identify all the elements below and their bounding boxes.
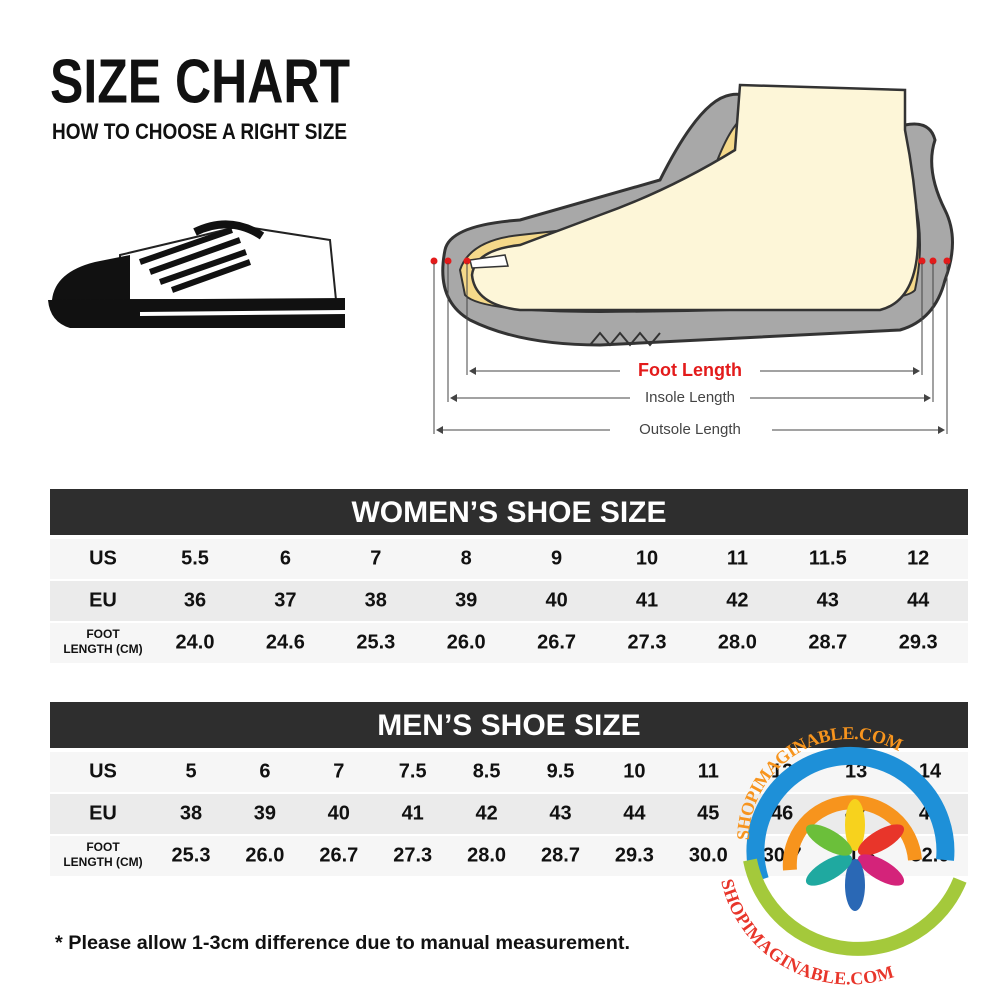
row-label: FOOT	[86, 627, 120, 641]
size-value: 9.5	[547, 760, 575, 782]
row-label: LENGTH (CM)	[63, 642, 142, 656]
size-value: 26.7	[537, 631, 576, 653]
title: SIZE CHART	[50, 47, 350, 116]
size-value: 28.7	[541, 844, 580, 866]
size-value: 45	[697, 802, 719, 824]
size-value: 13	[845, 760, 867, 782]
size-value: 26.0	[245, 844, 284, 866]
table-header-bar	[50, 489, 968, 535]
size-value: 43	[817, 589, 839, 611]
size-value: 25.3	[356, 631, 395, 653]
size-value: 38	[365, 589, 387, 611]
size-value: 38	[180, 802, 202, 824]
size-value: 29.3	[899, 631, 938, 653]
sneaker-illustration	[48, 220, 346, 328]
size-value: 28.7	[808, 631, 847, 653]
outsole-length-label: Outsole Length	[639, 421, 741, 438]
size-value: 41	[402, 802, 424, 824]
table-row	[50, 539, 968, 579]
size-value: 42	[475, 802, 497, 824]
size-value: 14	[919, 760, 942, 782]
size-value: 42	[726, 589, 748, 611]
size-value: 26.7	[319, 844, 358, 866]
size-value: 27.3	[628, 631, 667, 653]
size-value: 28.0	[467, 844, 506, 866]
row-label: EU	[89, 589, 117, 611]
size-value: 39	[254, 802, 276, 824]
row-label: US	[89, 760, 117, 782]
size-value: 24.6	[266, 631, 305, 653]
row-label: LENGTH (CM)	[63, 855, 142, 869]
table-header-bar	[50, 702, 968, 748]
size-value: 11	[727, 547, 748, 569]
size-value: 11	[698, 760, 719, 782]
size-value: 7	[333, 760, 344, 782]
size-value: 30.0	[689, 844, 728, 866]
size-value: 43	[549, 802, 571, 824]
table-title: MEN’S SHOE SIZE	[377, 709, 640, 742]
size-value: 26.0	[447, 631, 486, 653]
row-label: EU	[89, 802, 117, 824]
row-label: FOOT	[86, 840, 120, 854]
size-value: 36	[184, 589, 206, 611]
size-value: 12	[907, 547, 929, 569]
size-value: 40	[545, 589, 567, 611]
table-row	[50, 581, 968, 621]
size-value: 44	[623, 802, 646, 824]
size-value: 40	[328, 802, 350, 824]
foot-diagram: Foot Length Insole Length Outsole Length	[430, 83, 954, 438]
size-value: 10	[623, 760, 645, 782]
size-value: 7.5	[399, 760, 427, 782]
size-value: 41	[636, 589, 658, 611]
table-title: WOMEN’S SHOE SIZE	[351, 496, 666, 529]
size-value: 6	[280, 547, 291, 569]
size-value: 5	[185, 760, 196, 782]
size-value: 5.5	[181, 547, 209, 569]
foot-length-label: Foot Length	[638, 360, 742, 380]
size-value: 37	[274, 589, 296, 611]
table-row	[50, 623, 968, 663]
size-value: 7	[370, 547, 381, 569]
size-value: 11.5	[809, 547, 847, 569]
size-value: 6	[259, 760, 270, 782]
size-value: 46	[771, 802, 793, 824]
size-value: 28.0	[718, 631, 757, 653]
row-label: US	[89, 547, 117, 569]
size-value: 39	[455, 589, 477, 611]
size-value: 24.0	[176, 631, 215, 653]
size-value: 8	[461, 547, 472, 569]
footnote: * Please allow 1-3cm difference due to m…	[55, 933, 630, 954]
insole-length-label: Insole Length	[645, 389, 735, 406]
size-value: 10	[636, 547, 658, 569]
size-value: 25.3	[172, 844, 211, 866]
size-value: 27.3	[393, 844, 432, 866]
subtitle: HOW TO CHOOSE A RIGHT SIZE	[52, 119, 347, 144]
size-value: 29.3	[615, 844, 654, 866]
size-value: 8.5	[473, 760, 501, 782]
size-value: 44	[907, 589, 930, 611]
size-value: 9	[551, 547, 562, 569]
